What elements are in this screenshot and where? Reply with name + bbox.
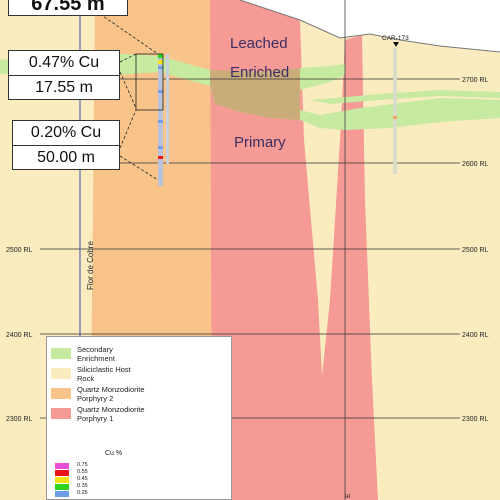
rl-left-2400: 2400 RL	[6, 332, 33, 339]
cu-legend-item-025: 0.25	[55, 490, 95, 498]
legend-item-enrichment: Secondary Enrichment	[51, 345, 231, 365]
cu-label-045: 0.45	[77, 476, 88, 482]
callout-enriched-length: 17.55 m	[35, 79, 93, 96]
legend-swatch-enrichment	[51, 348, 71, 359]
vertical-label-flor-de-cobre: Flor de Cobre	[86, 241, 95, 290]
drillhole-label: CAR-173	[382, 35, 409, 42]
rl-labels-right: 2700 RL 2600 RL 2500 RL 2400 RL 2300 RL	[462, 77, 489, 423]
cu-swatch-025	[55, 491, 69, 497]
cu-swatch-035	[55, 484, 69, 490]
assay-0-25c	[158, 146, 163, 149]
rl-labels-left: 2500 RL 2400 RL 2300 RL	[6, 247, 33, 423]
cu-label-025: 0.25	[77, 490, 88, 496]
collar-marker-icon	[393, 42, 399, 47]
assay-0-45	[158, 60, 163, 64]
enrichment-lower-tongue	[310, 90, 500, 104]
cu-label-035: 0.35	[77, 483, 88, 489]
legend-swatch-porphyry-1	[51, 408, 71, 419]
rl-right-2500: 2500 RL	[462, 247, 489, 254]
intercept-bracket	[135, 53, 164, 111]
cu-legend-item-055: 0.55	[55, 469, 95, 477]
assay-0-55	[158, 54, 163, 58]
porphyry-1-zone	[210, 0, 378, 500]
cu-legend-item-045: 0.45	[55, 476, 95, 484]
cu-swatch-055	[55, 470, 69, 476]
callout-primary-length: 50.00 m	[37, 149, 95, 166]
legend-item-porphyry-1: Quartz Monzodiorite Porphyry 1	[51, 405, 231, 425]
zone-label-primary: Primary	[234, 134, 286, 151]
cu-legend-item-035: 0.35	[55, 483, 95, 491]
enriched-overlap	[210, 68, 300, 120]
legend-swatch-porphyry-2	[51, 388, 71, 399]
legend-label-enrichment: Secondary Enrichment	[77, 345, 115, 363]
callout-enriched-grade: 0.47% Cu	[9, 51, 119, 76]
legend-label-porphyry-2: Quartz Monzodiorite Porphyry 2	[77, 385, 145, 403]
callout-total-value: 67.55 m	[31, 0, 105, 15]
legend-panel: Secondary Enrichment Siliciclastic Host …	[46, 336, 232, 500]
drillhole-car-173	[393, 42, 399, 174]
cu-swatch-075	[55, 463, 69, 469]
rl-right-2700: 2700 RL	[462, 77, 489, 84]
assay-0-35	[158, 66, 163, 69]
legend-label-porphyry-1: Quartz Monzodiorite Porphyry 1	[77, 405, 145, 423]
cu-swatch-045	[55, 477, 69, 483]
assay-0-55b	[158, 156, 163, 159]
rl-right-2600: 2600 RL	[462, 161, 489, 168]
cu-label-055: 0.55	[77, 469, 88, 475]
legend-item-host-rock: Siliciclastic Host Rock	[51, 365, 231, 385]
cu-legend-item-075: 0.75	[55, 462, 95, 470]
callout-primary-grade: 0.20% Cu	[13, 121, 119, 146]
cu-legend-title: Cu %	[105, 450, 123, 457]
legend-swatch-host-rock	[51, 368, 71, 379]
rl-left-2300: 2300 RL	[6, 416, 33, 423]
callout-primary-intercept: 0.20% Cu 50.00 m	[12, 120, 120, 170]
callout-enriched-intercept: 0.47% Cu 17.55 m	[8, 50, 120, 100]
assay-0-25b	[158, 120, 163, 123]
car-173-assay	[393, 116, 397, 119]
legend-label-host-rock: Siliciclastic Host Rock	[77, 365, 131, 383]
callout-leaders	[99, 13, 159, 181]
zone-label-enriched: Enriched	[230, 64, 289, 81]
east-marker: E	[345, 493, 352, 498]
callout-total-length: 67.55 m	[8, 0, 128, 16]
assay-0-25a	[158, 90, 163, 93]
rl-right-2400: 2400 RL	[462, 332, 489, 339]
drillhole-main	[158, 54, 169, 186]
topography-line	[239, 0, 500, 53]
legend-item-porphyry-2: Quartz Monzodiorite Porphyry 2	[51, 385, 231, 405]
rl-right-2300: 2300 RL	[462, 416, 489, 423]
cu-label-075: 0.75	[77, 462, 88, 468]
zone-label-leached: Leached	[230, 35, 288, 52]
rl-left-2500: 2500 RL	[6, 247, 33, 254]
